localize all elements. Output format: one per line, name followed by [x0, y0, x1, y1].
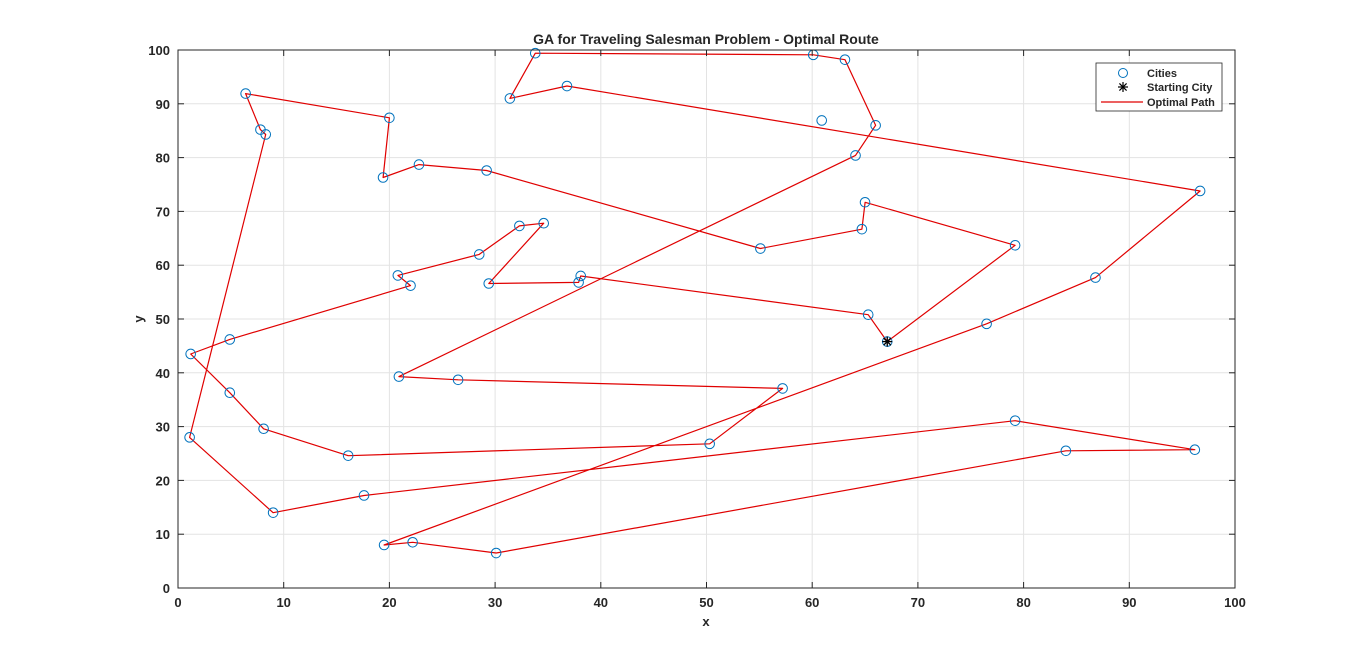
city-point: [573, 277, 584, 288]
city-point: [378, 539, 390, 551]
city-point: [1060, 445, 1072, 457]
city-point: [224, 387, 236, 399]
y-tick-label: 30: [156, 420, 170, 435]
city-point: [481, 165, 492, 176]
city-point: [839, 54, 851, 65]
city-point: [704, 438, 715, 450]
path-layer: [189, 52, 1201, 554]
y-tick-label: 100: [148, 43, 170, 58]
x-tick-label: 20: [382, 595, 396, 610]
legend: Cities Starting City Optimal Path: [1095, 62, 1223, 112]
city-point: [342, 450, 354, 461]
y-tick-label: 10: [156, 527, 170, 542]
x-tick-label: 50: [699, 595, 713, 610]
y-axis-label: y: [131, 315, 146, 323]
city-point: [358, 490, 370, 501]
city-point: [856, 223, 868, 235]
x-tick-label: 90: [1122, 595, 1136, 610]
city-point: [538, 217, 550, 229]
y-tick-label: 40: [156, 366, 170, 381]
city-point: [413, 159, 425, 170]
x-tick-label: 70: [911, 595, 925, 610]
y-tick-label: 80: [156, 151, 170, 166]
city-point: [561, 80, 573, 92]
city-point: [862, 309, 874, 320]
city-point: [777, 383, 788, 394]
starting-city-point: [882, 336, 893, 347]
x-axis-label: x: [702, 614, 710, 629]
city-point: [504, 93, 516, 104]
legend-cities-marker: [1118, 68, 1128, 78]
x-tick-label: 0: [174, 595, 181, 610]
chart-title: GA for Traveling Salesman Problem - Opti…: [533, 31, 879, 47]
city-point: [1009, 415, 1021, 426]
legend-start-marker: [1118, 82, 1128, 92]
grid-layer: [178, 50, 1235, 588]
city-point: [850, 150, 861, 161]
city-point: [1090, 272, 1101, 283]
city-point: [981, 318, 992, 330]
city-point: [267, 507, 279, 518]
city-point: [407, 536, 418, 548]
city-point: [392, 270, 404, 281]
y-tick-label: 20: [156, 473, 170, 488]
y-tick-label: 60: [156, 258, 170, 273]
city-point: [384, 112, 395, 124]
city-point: [514, 220, 525, 232]
city-point: [393, 371, 405, 382]
tick-layer: 0 10 20 30 40 50 60 70 80 90 100 0 10 20 30 40 50 60 70 80 9…: [148, 43, 1246, 610]
x-tick-label: 10: [276, 595, 290, 610]
city-point: [529, 47, 541, 59]
city-point: [575, 270, 587, 282]
city-point: [377, 172, 389, 183]
legend-start-label: Starting City: [1147, 82, 1213, 94]
x-tick-label: 60: [805, 595, 819, 610]
city-point: [452, 374, 464, 386]
city-point: [1009, 239, 1021, 251]
x-tick-label: 30: [488, 595, 502, 610]
city-point: [405, 280, 416, 291]
legend-box: [1095, 62, 1223, 112]
city-point: [870, 120, 881, 131]
x-tick-label: 80: [1016, 595, 1030, 610]
x-tick-label: 40: [594, 595, 608, 610]
y-tick-label: 0: [163, 581, 170, 596]
city-point: [816, 115, 828, 126]
city-point: [755, 243, 766, 254]
y-tick-label: 70: [156, 204, 170, 219]
city-point: [255, 124, 266, 135]
legend-cities-label: Cities: [1147, 68, 1177, 80]
city-point: [859, 196, 871, 208]
city-point: [1194, 185, 1206, 197]
optimal-path-line: [189, 52, 1201, 554]
y-tick-label: 90: [156, 97, 170, 112]
start-layer: [882, 336, 893, 347]
city-point: [490, 547, 502, 559]
city-point: [185, 348, 196, 360]
city-point: [483, 278, 495, 289]
city-point: [258, 423, 269, 435]
legend-path-label: Optimal Path: [1147, 97, 1215, 109]
city-point: [224, 334, 236, 345]
y-tick-label: 50: [156, 312, 170, 327]
city-point: [240, 88, 251, 99]
city-point: [473, 249, 485, 260]
city-point: [1189, 444, 1201, 456]
x-tick-label: 100: [1224, 595, 1246, 610]
city-point: [184, 432, 195, 443]
